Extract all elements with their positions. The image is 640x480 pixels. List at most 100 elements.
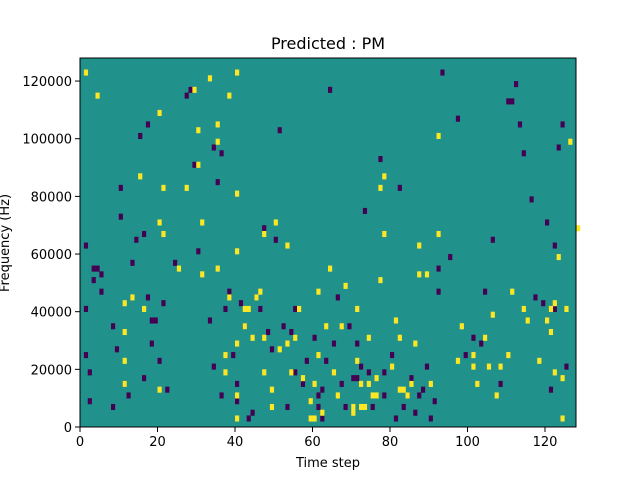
heatmap-cell-low	[316, 403, 321, 411]
heatmap-cell-low	[95, 265, 100, 272]
heatmap-cell-low	[320, 386, 325, 393]
heatmap-cell-high	[459, 323, 464, 330]
heatmap-cell-low	[417, 392, 422, 399]
heatmap-cell-high	[293, 334, 298, 341]
y-tick-label: 120000	[22, 75, 72, 90]
y-tick-label: 20000	[31, 363, 72, 378]
heatmap-cell-low	[382, 392, 387, 399]
heatmap-cell-low	[142, 230, 147, 238]
heatmap-cell-high	[417, 242, 422, 249]
heatmap-cell-high	[475, 380, 480, 387]
heatmap-cell-high	[359, 403, 364, 411]
heatmap-cell-high	[157, 219, 162, 226]
heatmap-cell-low	[300, 380, 306, 387]
heatmap-cell-low	[498, 380, 503, 387]
heatmap-cell-high	[235, 415, 240, 422]
heatmap-cell-low	[293, 369, 298, 376]
heatmap-cell-low	[149, 317, 154, 324]
heatmap-cell-low	[235, 380, 240, 387]
heatmap-cell-low	[161, 300, 166, 307]
heatmap-cell-high	[316, 288, 321, 295]
heatmap-cell-high	[424, 271, 430, 278]
heatmap-cell-low	[83, 305, 89, 312]
heatmap-cell-low	[149, 340, 154, 347]
heatmap-cell-high	[312, 415, 317, 422]
y-tick-label: 40000	[31, 306, 72, 321]
heatmap-cell-high	[498, 363, 503, 370]
y-axis-ticks: 0 20000 40000 60000 80000 100000 120000	[22, 75, 80, 436]
heatmap-cell-high	[285, 242, 290, 249]
heatmap-cell-low	[219, 150, 224, 157]
heatmap-cell-low	[393, 415, 399, 422]
heatmap-cell-high	[235, 340, 240, 347]
heatmap-cell-low	[207, 317, 213, 324]
heatmap-cell-high	[122, 300, 127, 307]
heatmap-cell-low	[316, 392, 321, 399]
heatmap-cell-low	[219, 392, 224, 399]
heatmap-cell-high	[370, 392, 375, 399]
heatmap-cell-high	[366, 334, 371, 341]
heatmap-cell-high	[262, 230, 267, 238]
heatmap-cell-high	[428, 380, 433, 387]
heatmap-cell-high	[122, 357, 127, 364]
plot-area	[80, 58, 576, 427]
heatmap-cell-high	[324, 323, 329, 330]
heatmap-cell-high	[269, 386, 275, 393]
heatmap-cell-low	[455, 115, 461, 122]
heatmap-cell-high	[207, 75, 213, 82]
heatmap-cell-low	[510, 98, 515, 105]
heatmap-cell-low	[552, 305, 557, 312]
heatmap-cell-low	[556, 144, 561, 151]
heatmap-cell-high	[262, 334, 267, 341]
heatmap-cell-high	[235, 190, 240, 197]
heatmap-cell-high	[242, 305, 247, 312]
heatmap-cell-high	[250, 334, 255, 341]
heatmap-cell-low	[362, 207, 368, 214]
heatmap-cell-high	[548, 328, 554, 336]
heatmap-cell-low	[293, 305, 298, 312]
heatmap-cell-low	[258, 305, 263, 312]
heatmap-cell-high	[312, 380, 317, 387]
heatmap-cell-high	[351, 409, 356, 416]
heatmap-cell-low	[479, 340, 484, 347]
heatmap-cell-low	[173, 259, 178, 266]
heatmap-cell-low	[463, 352, 468, 359]
heatmap-cell-high	[269, 403, 275, 411]
heatmap-cell-low	[118, 184, 123, 191]
heatmap-cell-low	[266, 328, 271, 336]
heatmap-cell-high	[471, 352, 476, 359]
heatmap-cell-high	[223, 369, 228, 376]
heatmap-cell-low	[355, 340, 360, 347]
x-axis-ticks: 0 20 40 60 80 100 120	[76, 427, 557, 450]
heatmap-cell-low	[506, 98, 511, 105]
heatmap-cell-low	[192, 161, 197, 168]
heatmap-cell-high	[227, 294, 232, 301]
heatmap-cell-low	[560, 121, 565, 128]
x-tick-label: 60	[304, 435, 321, 450]
x-tick-label: 0	[76, 435, 84, 450]
heatmap-cell-high	[545, 317, 550, 324]
heatmap-cell-high	[436, 230, 441, 238]
heatmap-cell-high	[521, 305, 526, 312]
heatmap-cell-low	[541, 300, 546, 307]
heatmap-cell-high	[246, 305, 251, 312]
heatmap-cell-high	[258, 288, 263, 295]
heatmap-cell-high	[506, 352, 511, 359]
heatmap-cell-low	[533, 294, 538, 301]
heatmap-cell-low	[184, 92, 189, 99]
heatmap-cell-low	[490, 236, 495, 243]
heatmap-cell-high	[235, 392, 240, 399]
heatmap-cell-high	[564, 305, 569, 312]
heatmap-cell-high	[83, 69, 89, 76]
heatmap-cell-high	[471, 363, 476, 370]
heatmap-cell-low	[235, 398, 240, 405]
heatmap-cell-low	[432, 398, 437, 405]
heatmap-cell-high	[537, 357, 542, 364]
heatmap-cell-high	[390, 363, 395, 370]
heatmap-cell-high	[374, 392, 379, 399]
heatmap-cell-low	[289, 328, 294, 336]
heatmap-cell-high	[320, 409, 325, 416]
heatmap-cell-low	[142, 375, 147, 382]
heatmap-cell-high	[95, 92, 100, 99]
